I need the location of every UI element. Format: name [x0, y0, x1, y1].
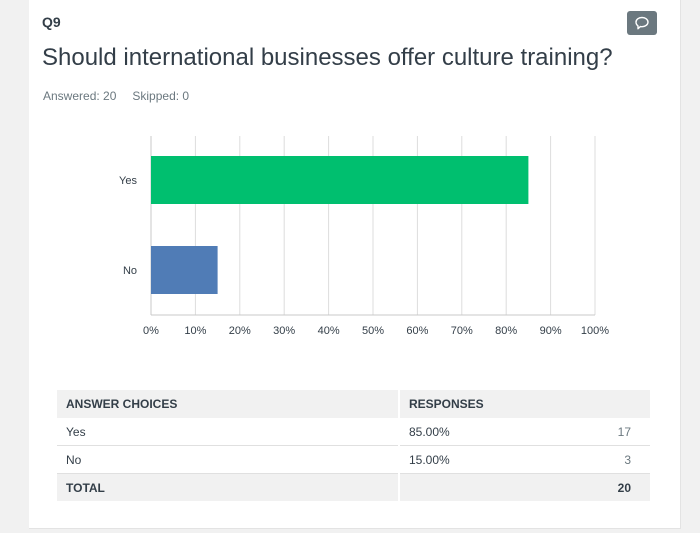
response-bar-chart: 0% 10% 20% 30% 40% 50% 60% 70% 80% 90% 100% Yes No [119, 136, 609, 337]
total-spacer [397, 473, 548, 501]
question-title: Should international businesses offer cu… [42, 44, 613, 71]
question-number: Q9 [42, 14, 61, 30]
header-responses: RESPONSES [399, 390, 650, 418]
choice-cell: Yes [57, 418, 399, 446]
x-tick-label: 100% [581, 325, 609, 337]
responses-table: ANSWER CHOICES RESPONSES Yes 85.00% 17 N… [57, 390, 650, 501]
total-count: 20 [547, 473, 650, 501]
category-label: Yes [119, 175, 137, 187]
table-row: No 15.00% 3 [57, 445, 650, 474]
x-tick-label: 10% [184, 325, 206, 337]
count-cell: 17 [547, 418, 650, 446]
bar-yes [151, 156, 529, 204]
x-tick-label: 40% [318, 325, 340, 337]
category-label: No [123, 265, 137, 277]
count-cell: 3 [547, 445, 650, 474]
x-tick-label: 60% [406, 325, 428, 337]
x-tick-label: 70% [451, 325, 473, 337]
bar-no [151, 246, 218, 294]
table-row: Yes 85.00% 17 [57, 418, 650, 446]
comment-button[interactable] [627, 11, 657, 35]
choice-cell: No [57, 445, 399, 474]
x-tick-label: 0% [143, 325, 159, 337]
x-tick-label: 20% [229, 325, 251, 337]
percent-cell: 85.00% [397, 418, 548, 446]
total-label: TOTAL [57, 473, 399, 501]
x-tick-label: 90% [540, 325, 562, 337]
response-stats: Answered: 20 Skipped: 0 [43, 89, 189, 103]
x-tick-label: 30% [273, 325, 295, 337]
answered-count: Answered: 20 [43, 89, 117, 103]
percent-cell: 15.00% [397, 445, 548, 474]
x-tick-label: 80% [495, 325, 517, 337]
skipped-count: Skipped: 0 [132, 89, 190, 103]
comment-bubble-icon [635, 16, 649, 29]
table-total-row: TOTAL 20 [57, 473, 650, 501]
x-tick-label: 50% [362, 325, 384, 337]
table-header-row: ANSWER CHOICES RESPONSES [57, 390, 650, 418]
header-answer-choices: ANSWER CHOICES [57, 390, 400, 418]
